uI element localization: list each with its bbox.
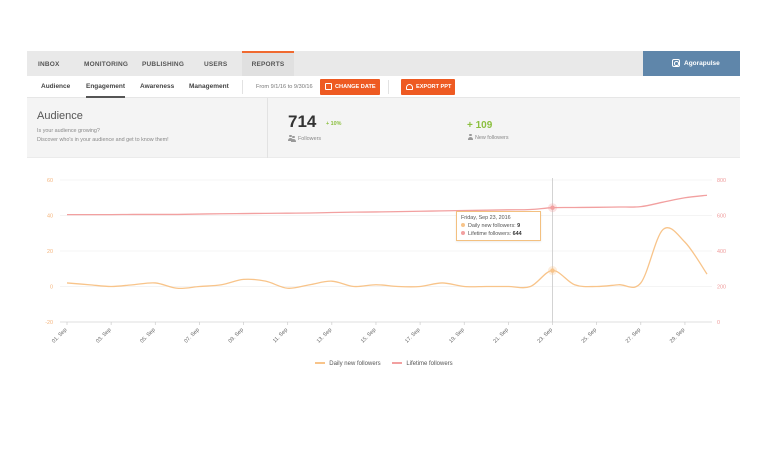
- x-axis-tick-label: 17. Sep: [404, 327, 421, 344]
- x-axis-tick-label: 13. Sep: [316, 327, 333, 344]
- user-icon: [468, 134, 473, 140]
- followers-count: 714: [288, 112, 317, 131]
- calendar-icon: [325, 83, 332, 90]
- lifetime-dot-icon: [461, 231, 465, 236]
- daily-dot-icon: [461, 223, 465, 228]
- date-range-text: From 9/1/16 to 9/30/16: [256, 84, 313, 90]
- new-followers-label: New followers: [475, 135, 509, 141]
- users-icon: [288, 135, 293, 141]
- x-axis-tick-label: 25. Sep: [581, 327, 598, 344]
- followers-label: Followers: [298, 136, 322, 142]
- legend-swatch-daily: [315, 362, 326, 365]
- x-axis-tick-label: 19. Sep: [448, 327, 465, 344]
- brand-label: Agorapulse: [684, 60, 720, 67]
- x-axis-tick-label: 03. Sep: [95, 327, 112, 344]
- chart-tooltip: Friday, Sep 23, 2016 Daily new followers…: [456, 211, 541, 241]
- tooltip-daily-value: 9: [517, 222, 521, 229]
- export-ppt-button[interactable]: EXPORT PPT: [401, 79, 456, 95]
- tooltip-date: Friday, Sep 23, 2016: [461, 215, 511, 221]
- cloud-upload-icon: [406, 84, 413, 90]
- chart-legend: Daily new followers Lifetime followers: [0, 361, 768, 367]
- x-axis-tick-label: 27. Sep: [625, 327, 642, 344]
- daily-new-followers-line: [66, 227, 708, 290]
- right-axis-tick-label: 600: [717, 214, 726, 220]
- x-axis-tick-label: 21. Sep: [492, 327, 509, 344]
- section-description: Discover who's in your audience and get …: [37, 137, 169, 143]
- tab-monitoring[interactable]: MONITORING: [84, 61, 129, 68]
- subtab-engagement[interactable]: Engagement: [86, 76, 126, 98]
- new-followers-count: + 109: [467, 120, 493, 131]
- legend-label-daily: Daily new followers: [329, 361, 381, 367]
- left-axis-tick-label: 20: [47, 249, 53, 255]
- left-axis-tick-label: -20: [45, 320, 53, 326]
- legend-swatch-lifetime: [392, 362, 403, 365]
- lifetime-followers-line-highlight-point: [550, 205, 555, 210]
- change-date-button[interactable]: CHANGE DATE: [320, 79, 380, 95]
- tooltip-lifetime-value: 644: [512, 230, 522, 237]
- change-date-label: CHANGE DATE: [335, 84, 376, 90]
- x-axis-tick-label: 15. Sep: [360, 327, 377, 344]
- left-axis-tick-label: 60: [47, 178, 53, 184]
- section-subtitle: Is your audience growing?: [37, 128, 100, 134]
- instagram-icon: [672, 59, 680, 67]
- lifetime-followers-line: [67, 194, 708, 216]
- users-icon: [291, 136, 296, 142]
- left-axis-tick-label: 40: [47, 214, 53, 220]
- left-axis-tick-label: 0: [50, 285, 53, 291]
- x-axis-tick-label: 01. Sep: [51, 327, 68, 344]
- subtab-awareness[interactable]: Awareness: [140, 83, 175, 90]
- tooltip-daily-label: Daily new followers:: [468, 222, 516, 229]
- top-navigation: INBOX MONITORING PUBLISHING USERS REPORT…: [27, 51, 740, 76]
- x-axis-tick-label: 23. Sep: [537, 327, 554, 344]
- right-axis-tick-label: 400: [717, 249, 726, 255]
- x-axis-tick-label: 29. Sep: [669, 327, 686, 344]
- subtab-management[interactable]: Management: [189, 83, 229, 90]
- subnav-divider: [388, 80, 389, 94]
- right-axis-tick-label: 800: [717, 178, 726, 184]
- right-axis-tick-label: 200: [717, 285, 726, 291]
- section-title: Audience: [37, 110, 83, 122]
- subnav-divider: [242, 80, 243, 94]
- daily-new-followers-line-highlight-point: [550, 268, 555, 273]
- tab-publishing[interactable]: PUBLISHING: [142, 61, 185, 68]
- tooltip-lifetime-row: Lifetime followers: 644: [461, 231, 536, 239]
- legend-item-lifetime[interactable]: Lifetime followers: [392, 361, 453, 367]
- brand-account-button[interactable]: Agorapulse: [643, 51, 740, 76]
- tooltip-lifetime-label: Lifetime followers:: [468, 230, 512, 237]
- right-axis-tick-label: 0: [717, 320, 720, 326]
- tab-inbox[interactable]: INBOX: [38, 61, 60, 68]
- x-axis-tick-label: 09. Sep: [228, 327, 245, 344]
- audience-summary: Audience Is your audience growing? Disco…: [27, 98, 740, 158]
- legend-item-daily[interactable]: Daily new followers: [315, 361, 381, 367]
- tooltip-daily-row: Daily new followers: 9: [461, 223, 536, 231]
- followers-change: + 10%: [326, 121, 342, 127]
- tab-reports[interactable]: REPORTS: [242, 51, 294, 76]
- subtab-audience[interactable]: Audience: [41, 83, 71, 90]
- x-axis-tick-label: 11. Sep: [272, 327, 289, 344]
- export-ppt-label: EXPORT PPT: [416, 84, 452, 90]
- summary-divider: [267, 98, 268, 158]
- sub-navigation: Audience Engagement Awareness Management…: [27, 76, 740, 98]
- x-axis-tick-label: 05. Sep: [139, 327, 156, 344]
- x-axis-tick-label: 07. Sep: [183, 327, 200, 344]
- tab-users[interactable]: USERS: [204, 61, 228, 68]
- legend-label-lifetime: Lifetime followers: [406, 361, 453, 367]
